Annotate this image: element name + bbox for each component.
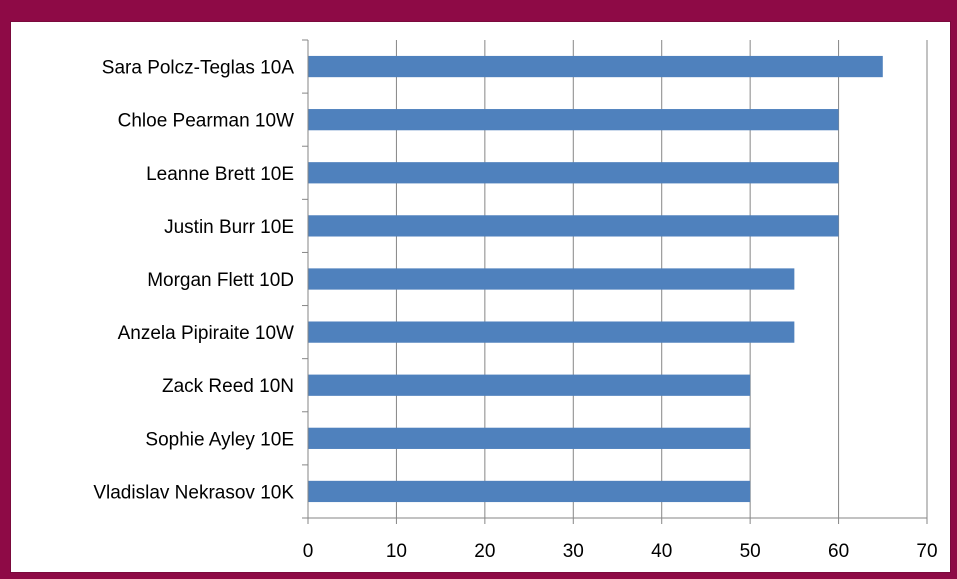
bar: [308, 480, 751, 503]
x-tick-label: 20: [474, 541, 495, 562]
bar: [308, 55, 883, 78]
bar: [308, 162, 839, 184]
category-labels: Sara Polcz-Teglas 10A Chloe Pearman 10W Le…: [93, 58, 294, 504]
x-tick-label: 30: [563, 541, 584, 562]
category-label: Leanne Brett 10E: [146, 164, 294, 185]
bar: [308, 374, 751, 396]
category-label: Morgan Flett 10D: [147, 270, 294, 291]
x-tick-labels: 0 10 20 30 40 50 60 70: [303, 541, 938, 562]
bar: [308, 109, 839, 131]
chart-panel: Sara Polcz-Teglas 10A Chloe Pearman 10W Le…: [10, 21, 951, 573]
bar-chart: Sara Polcz-Teglas 10A Chloe Pearman 10W Le…: [93, 39, 938, 562]
category-label: Zack Reed 10N: [162, 376, 294, 397]
x-tick-label: 0: [303, 541, 314, 562]
bars: [308, 55, 883, 503]
category-label: Anzela Pipiraite 10W: [118, 323, 294, 344]
category-label: Chloe Pearman 10W: [118, 111, 294, 132]
bar: [308, 268, 795, 290]
x-tick-label: 10: [386, 541, 407, 562]
x-tick-label: 60: [828, 541, 849, 562]
bar: [308, 427, 751, 449]
category-label: Sophie Ayley 10E: [145, 429, 294, 450]
category-label: Justin Burr 10E: [164, 217, 294, 238]
x-tick-label: 40: [651, 541, 672, 562]
x-tick-label: 70: [916, 541, 937, 562]
category-label: Sara Polcz-Teglas 10A: [102, 58, 295, 79]
category-label: Vladislav Nekrasov 10K: [93, 482, 294, 503]
bar: [308, 215, 839, 237]
x-tick-label: 50: [740, 541, 761, 562]
bar: [308, 321, 795, 343]
axes: [302, 39, 928, 524]
